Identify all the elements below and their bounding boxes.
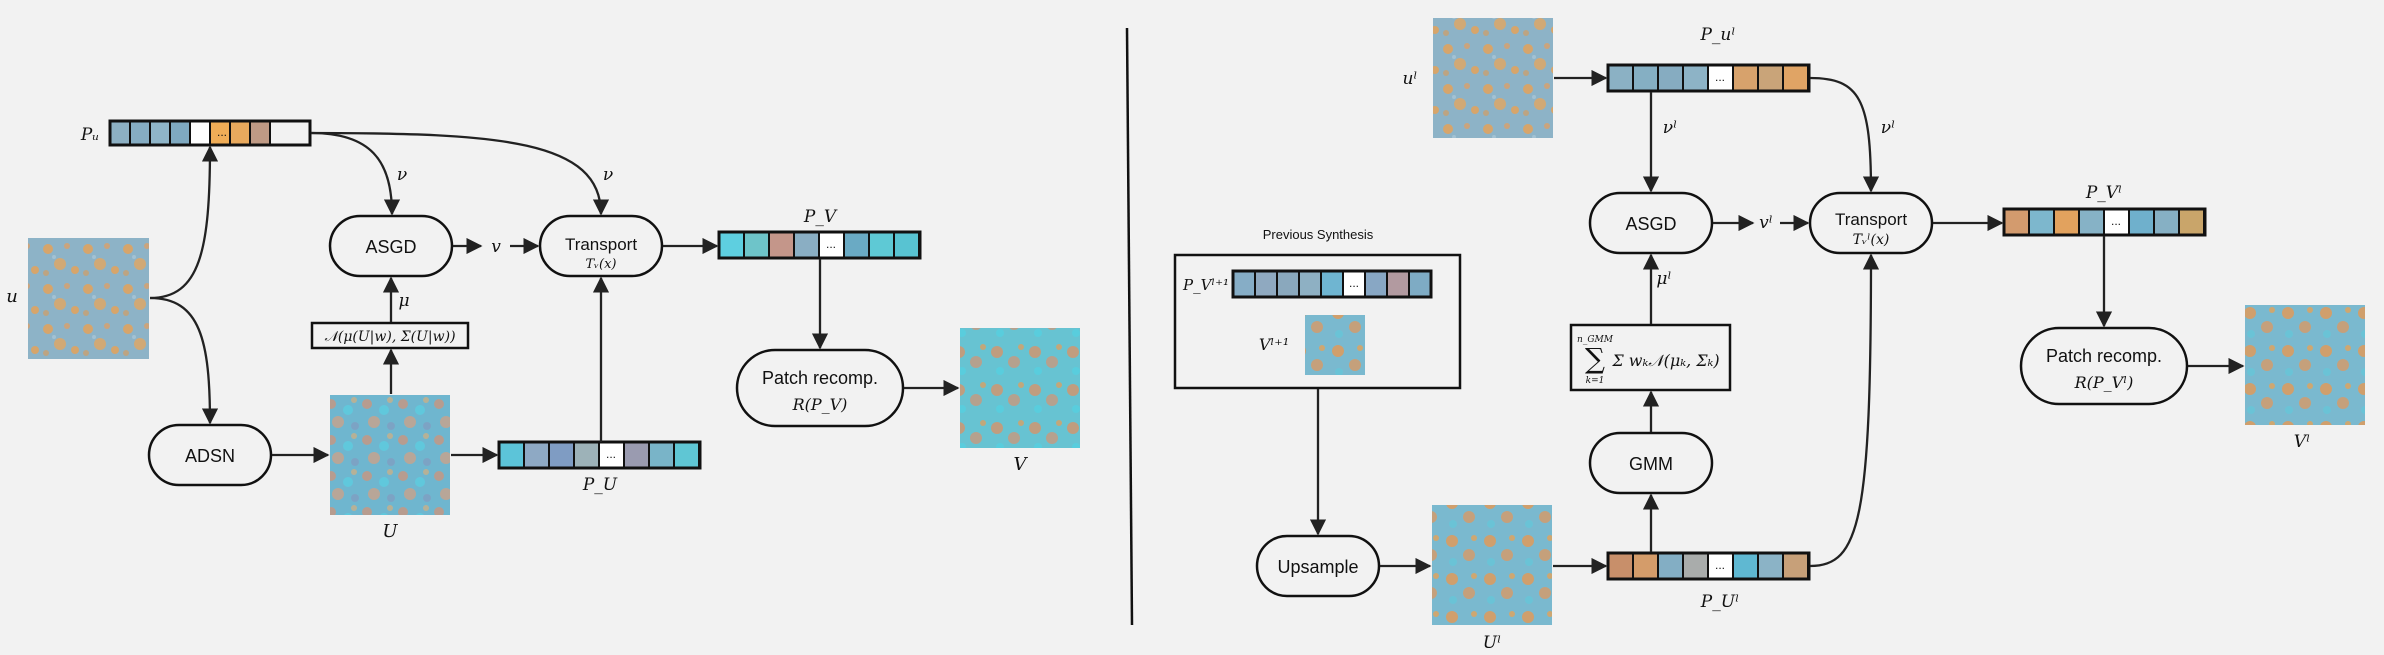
ellipsis: ... (606, 447, 616, 461)
ellipsis: ... (1715, 558, 1725, 572)
patch-recomp-fn: R(P_V) (792, 395, 848, 414)
ellipsis: ... (826, 237, 836, 251)
label-pu: Pᵤ (80, 125, 99, 145)
label-pvl1: P_Vˡ⁺¹ (1182, 276, 1229, 294)
texture-vl1 (1305, 315, 1365, 375)
adsn-label: ADSN (185, 446, 235, 466)
texture-V (960, 328, 1080, 448)
ellipsis: ... (2111, 214, 2121, 228)
gmm-formula-box (1569, 323, 1732, 392)
gaussian-label: 𝒩(μ(U|w), Σ(U|w)) (324, 329, 455, 345)
gmm-sum-bottom: k=1 (1586, 376, 1605, 386)
label-pUl: P_Uˡ (1700, 592, 1739, 612)
edge (149, 296, 219, 425)
label-mul: μˡ (1656, 269, 1671, 289)
patch-recomp-node (735, 348, 905, 428)
transport-fn: Tᵥˡ(x) (1853, 232, 1890, 248)
label-nu: ν (397, 165, 407, 185)
patch-recomp-fn: R(P_Vˡ) (2074, 373, 2134, 392)
label-pU: P_U (582, 475, 618, 495)
label-Vl: Vˡ (2294, 432, 2310, 452)
label-V: V (1014, 454, 1029, 475)
gmm-node (1588, 431, 1714, 495)
ellipsis: ... (1715, 70, 1725, 84)
patch-vector-pvl1 (1231, 269, 1433, 299)
patch-vector-pul (1606, 63, 1811, 93)
texture-Vl (2245, 305, 2365, 425)
label-nul: νˡ (1881, 118, 1895, 138)
gaussian-box (310, 321, 470, 350)
label-ul: uˡ (1402, 69, 1417, 89)
previous-synthesis-title: Previous Synthesis (1263, 227, 1374, 242)
patch-vector-pv (717, 230, 922, 260)
label-mu: μ (398, 291, 409, 311)
label-pv: P_V (803, 207, 838, 227)
gmm-sum-top: n_GMM (1577, 335, 1614, 345)
gmm-formula: Σ wₖ𝒩(μₖ, Σₖ) (1611, 351, 1719, 370)
transport-label: Transport (565, 235, 637, 254)
label-Ul: Uˡ (1483, 633, 1501, 653)
edge (310, 131, 610, 216)
texture-U (330, 395, 450, 515)
label-v: v (491, 237, 501, 257)
adsn-node (147, 423, 273, 487)
asgd-label: ASGD (365, 237, 416, 257)
texture-u (28, 238, 149, 359)
transport-node (1808, 191, 1934, 255)
label-vl1: Vˡ⁺¹ (1259, 335, 1289, 354)
edge (1809, 76, 1880, 193)
label-u: u (6, 286, 18, 307)
asgd-label: ASGD (1625, 214, 1676, 234)
patch-vector-pUl (1606, 551, 1811, 581)
transport-label: Transport (1835, 210, 1907, 229)
label-nu: ν (603, 165, 613, 185)
patch-vector-pU (497, 440, 702, 470)
label-vl: vˡ (1759, 213, 1773, 233)
asgd-node (328, 214, 454, 278)
upsample-label: Upsample (1277, 557, 1358, 577)
patch-recomp-node (2019, 326, 2189, 406)
divider (1125, 27, 1134, 626)
patch-recomp-label: Patch recomp. (2046, 346, 2162, 366)
label-U: U (382, 521, 398, 542)
transport-node (538, 214, 664, 278)
edge (310, 131, 401, 216)
patch-vector-pvl (2002, 207, 2207, 237)
ellipsis: ... (217, 125, 227, 139)
edge (1809, 253, 1880, 568)
ellipsis: ... (1349, 276, 1359, 290)
patch-vector-pu (108, 119, 312, 147)
upsample-node (1255, 534, 1381, 598)
asgd-node (1588, 191, 1714, 255)
label-nul: νˡ (1663, 118, 1677, 138)
gmm-sum-sign: ∑ (1585, 342, 1605, 375)
patch-recomp-label: Patch recomp. (762, 368, 878, 388)
edge (149, 145, 219, 300)
texture-ul (1433, 18, 1553, 138)
transport-fn: Tᵥ(x) (586, 257, 617, 272)
label-pul: P_uˡ (1699, 25, 1735, 45)
gmm-label: GMM (1629, 454, 1673, 474)
texture-Ul (1432, 505, 1552, 625)
label-pvl: P_Vˡ (2085, 183, 2122, 203)
